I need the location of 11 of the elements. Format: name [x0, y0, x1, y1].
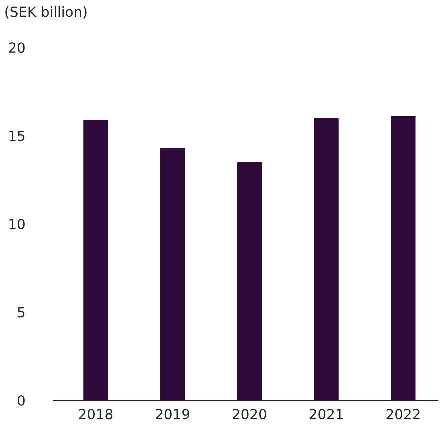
y-tick-label: 0 [18, 395, 25, 406]
x-tick-label: 2018 [79, 409, 113, 420]
y-tick-label: 20 [9, 42, 25, 54]
y-tick-label: 5 [18, 307, 25, 318]
y-tick-label: 10 [10, 219, 25, 230]
x-tick-label: 2020 [233, 409, 266, 420]
y-axis-title: (SEK billion) [6, 6, 87, 19]
y-tick-label: 15 [10, 131, 25, 142]
x-tick-label: 2019 [156, 409, 190, 420]
x-tick-label: 2022 [386, 409, 420, 420]
x-tick-label: 2021 [310, 409, 343, 420]
